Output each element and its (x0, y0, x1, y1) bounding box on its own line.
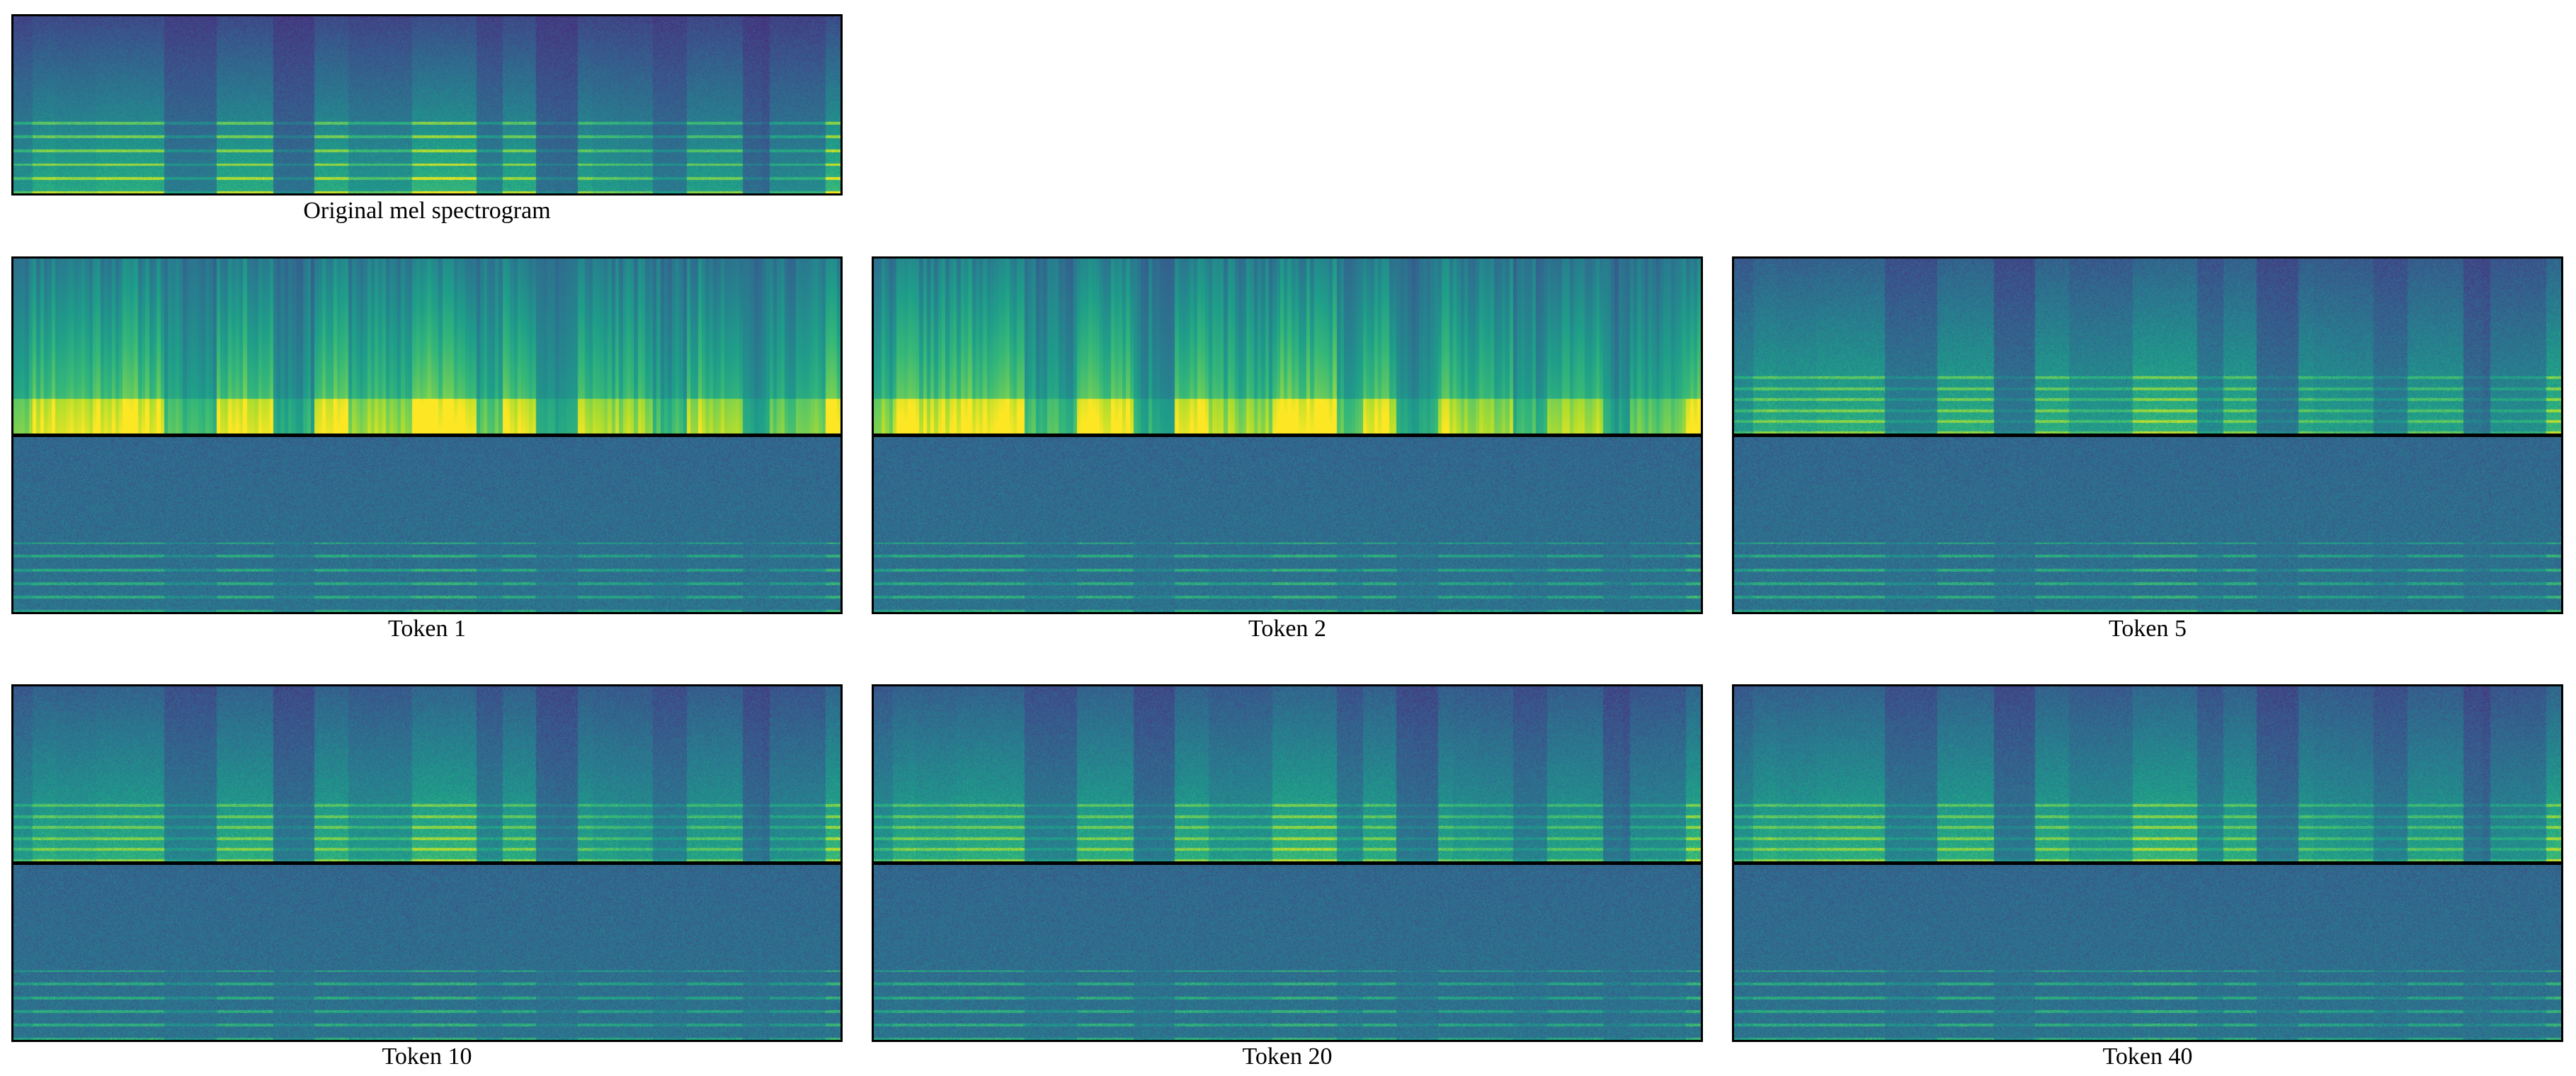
token-panel (872, 256, 1703, 614)
panel-divider (13, 434, 840, 437)
residual-spectrogram-image (1734, 437, 2561, 612)
panel-divider (13, 861, 840, 865)
token-panel (11, 684, 843, 1042)
residual-spectrogram-image (1734, 865, 2561, 1040)
token-reconstruction-image (874, 259, 1701, 434)
panel-divider (1734, 861, 2561, 865)
panel-divider (874, 861, 1701, 865)
original-spectrogram (11, 14, 843, 196)
residual-spectrogram-image (874, 865, 1701, 1040)
token-panel (1732, 256, 2563, 614)
caption-token: Token 40 (2102, 1043, 2193, 1070)
token-reconstruction-image (13, 686, 840, 861)
token-reconstruction-image (1734, 259, 2561, 434)
caption-token: Token 2 (1248, 616, 1326, 642)
residual-spectrogram-image (13, 865, 840, 1040)
residual-spectrogram-image (13, 437, 840, 612)
token-panel (1732, 684, 2563, 1042)
spectrogram-image (13, 16, 840, 193)
token-panel (11, 256, 843, 614)
token-reconstruction-image (13, 259, 840, 434)
panel-divider (874, 434, 1701, 437)
token-panel (872, 684, 1703, 1042)
caption-token: Token 5 (2109, 616, 2187, 642)
residual-spectrogram-image (874, 437, 1701, 612)
panel-divider (1734, 434, 2561, 437)
token-reconstruction-image (874, 686, 1701, 861)
caption-token: Token 10 (382, 1043, 472, 1070)
caption-token: Token 20 (1242, 1043, 1333, 1070)
caption-original: Original mel spectrogram (303, 198, 551, 224)
caption-token: Token 1 (388, 616, 466, 642)
token-reconstruction-image (1734, 686, 2561, 861)
